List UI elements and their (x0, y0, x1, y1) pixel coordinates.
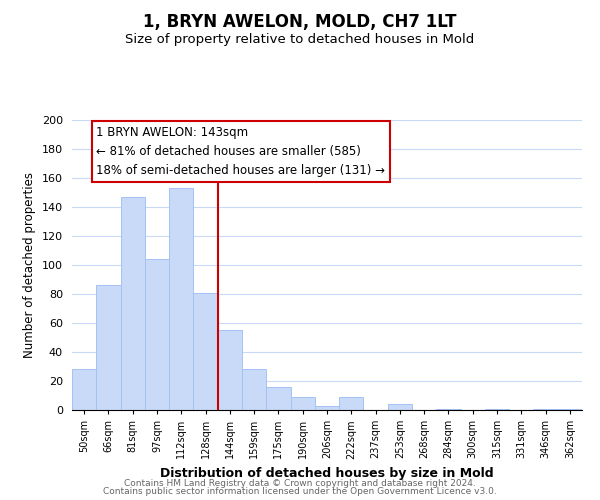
Y-axis label: Number of detached properties: Number of detached properties (23, 172, 36, 358)
Bar (145, 259, 169, 410)
Bar (533, 408, 558, 410)
Bar (485, 408, 509, 410)
Bar (290, 397, 315, 410)
Text: Size of property relative to detached houses in Mold: Size of property relative to detached ho… (125, 32, 475, 46)
Text: Contains public sector information licensed under the Open Government Licence v3: Contains public sector information licen… (103, 487, 497, 496)
Bar (339, 397, 364, 410)
Bar (72, 370, 96, 410)
X-axis label: Distribution of detached houses by size in Mold: Distribution of detached houses by size … (160, 467, 494, 480)
Bar (218, 330, 242, 410)
Text: Contains HM Land Registry data © Crown copyright and database right 2024.: Contains HM Land Registry data © Crown c… (124, 478, 476, 488)
Bar (169, 188, 193, 410)
Bar (388, 404, 412, 410)
Bar (558, 408, 582, 410)
Bar (193, 292, 218, 410)
Bar (266, 387, 290, 410)
Bar (315, 406, 339, 410)
Bar (242, 370, 266, 410)
Bar (436, 408, 461, 410)
Bar (96, 286, 121, 410)
Text: 1 BRYN AWELON: 143sqm
← 81% of detached houses are smaller (585)
18% of semi-det: 1 BRYN AWELON: 143sqm ← 81% of detached … (96, 126, 385, 177)
Text: 1, BRYN AWELON, MOLD, CH7 1LT: 1, BRYN AWELON, MOLD, CH7 1LT (143, 12, 457, 30)
Bar (121, 197, 145, 410)
